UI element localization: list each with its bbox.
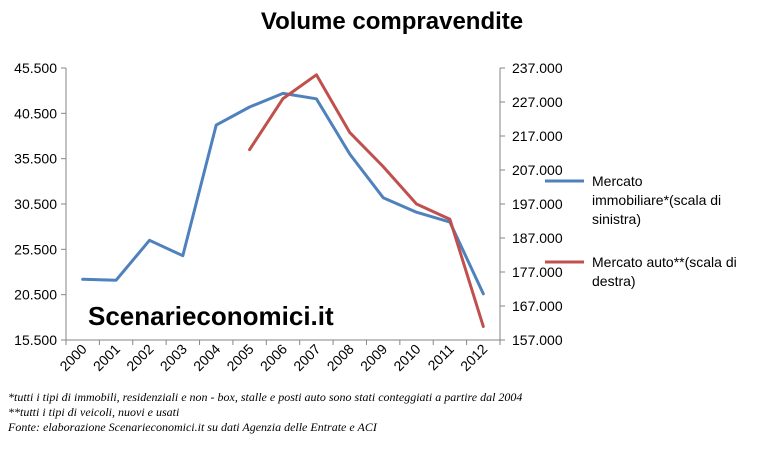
x-tick-label: 2007 bbox=[290, 341, 323, 374]
x-tick-label: 2009 bbox=[357, 341, 390, 374]
x-axis-ticks: 2000 2001 2002 2003 2004 2005 2006 2007 2008 2009… bbox=[56, 340, 501, 374]
x-tick-label: 2011 bbox=[424, 341, 457, 374]
legend: Mercato immobiliare*(scala di sinistra) Mer… bbox=[545, 173, 737, 289]
series-layer bbox=[81, 73, 485, 328]
x-tick-label: 2005 bbox=[223, 341, 256, 374]
x-tick-label: 2006 bbox=[257, 341, 290, 374]
right-tick-label: 157.000 bbox=[512, 332, 563, 348]
plot-frame bbox=[65, 68, 501, 341]
legend-entry-text: sinistra) bbox=[592, 211, 641, 227]
x-tick-label: 2001 bbox=[90, 341, 123, 374]
chart-title: Volume compravendite bbox=[261, 8, 523, 35]
right-tick-label: 187.000 bbox=[512, 230, 563, 246]
x-tick-label: 2003 bbox=[157, 341, 190, 374]
x-tick-label: 2000 bbox=[56, 341, 89, 374]
x-tick-label: 2010 bbox=[390, 341, 423, 374]
legend-entry-text: Mercato bbox=[592, 173, 643, 189]
footnotes: *tutti i tipi di immobili, residenziali … bbox=[7, 390, 522, 434]
left-tick-label: 35.500 bbox=[14, 151, 57, 167]
series-line bbox=[248, 73, 485, 328]
left-tick-label: 45.500 bbox=[14, 60, 57, 76]
right-tick-label: 197.000 bbox=[512, 196, 563, 212]
right-tick-label: 177.000 bbox=[512, 264, 563, 280]
right-tick-label: 237.000 bbox=[512, 60, 563, 76]
legend-entry-text: Mercato auto**(scala di bbox=[592, 254, 737, 270]
left-tick-label: 15.500 bbox=[14, 332, 57, 348]
left-tick-label: 25.500 bbox=[14, 241, 57, 257]
right-axis-ticks: 157.000 167.000 177.000 187.000 197.000 207.0… bbox=[500, 60, 563, 348]
left-tick-label: 40.500 bbox=[14, 105, 57, 121]
left-axis-ticks: 15.500 20.500 25.500 30.500 35.500 40.500 45.5… bbox=[14, 60, 66, 348]
footnote-source: Fonte: elaborazione Scenarieconomici.it … bbox=[7, 420, 378, 434]
legend-entry-text: destra) bbox=[592, 273, 636, 289]
right-tick-label: 217.000 bbox=[512, 128, 563, 144]
legend-entry-text: immobiliare*(scala di bbox=[592, 192, 721, 208]
footnote-2: **tutti i tipi di veicoli, nuovi e usati bbox=[8, 405, 179, 419]
watermark-brand: Scenarieconomici.it bbox=[88, 301, 334, 331]
x-tick-label: 2002 bbox=[123, 341, 156, 374]
x-tick-label: 2012 bbox=[457, 341, 490, 374]
x-tick-label: 2004 bbox=[190, 341, 223, 374]
right-tick-label: 227.000 bbox=[512, 94, 563, 110]
footnote-1: *tutti i tipi di immobili, residenziali … bbox=[8, 390, 522, 404]
left-tick-label: 30.500 bbox=[14, 196, 57, 212]
left-tick-label: 20.500 bbox=[14, 287, 57, 303]
x-tick-label: 2008 bbox=[324, 341, 357, 374]
right-tick-label: 207.000 bbox=[512, 162, 563, 178]
series-line bbox=[81, 91, 485, 296]
right-tick-label: 167.000 bbox=[512, 298, 563, 314]
